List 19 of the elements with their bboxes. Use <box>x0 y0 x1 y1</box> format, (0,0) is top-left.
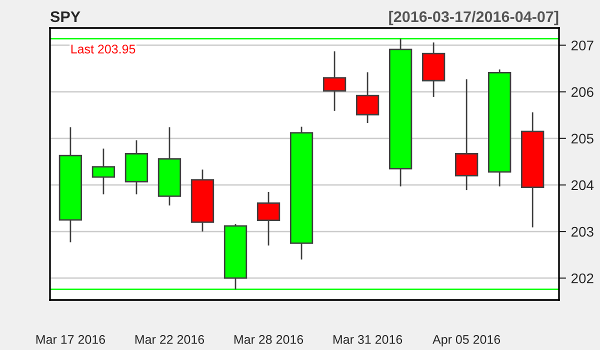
chart-title: SPY <box>50 11 80 22</box>
x-tick-label: Mar 17 2016 <box>36 335 106 344</box>
x-tick-label: Mar 22 2016 <box>135 335 204 344</box>
x-tick-label: Apr 05 2016 <box>432 335 500 346</box>
candlestick <box>92 148 116 195</box>
y-tick-label: 203 <box>572 226 594 237</box>
candlestick <box>256 191 280 246</box>
candlestick <box>356 72 380 124</box>
candlestick <box>322 50 346 112</box>
chart-subtitle: [2016-03-17/2016-04-07] <box>389 10 558 26</box>
y-tick-label: 205 <box>572 134 594 144</box>
candlestick <box>454 78 478 191</box>
y-tick-label: 204 <box>572 180 594 190</box>
y-tick-label: 206 <box>572 87 594 97</box>
annotation: Last 203.95 <box>71 44 136 54</box>
x-tick-label: Mar 31 2016 <box>333 335 402 344</box>
x-tick-label: Mar 28 2016 <box>234 335 304 344</box>
y-tick-label: 207 <box>572 40 594 50</box>
y-tick-label: 202 <box>572 273 594 284</box>
